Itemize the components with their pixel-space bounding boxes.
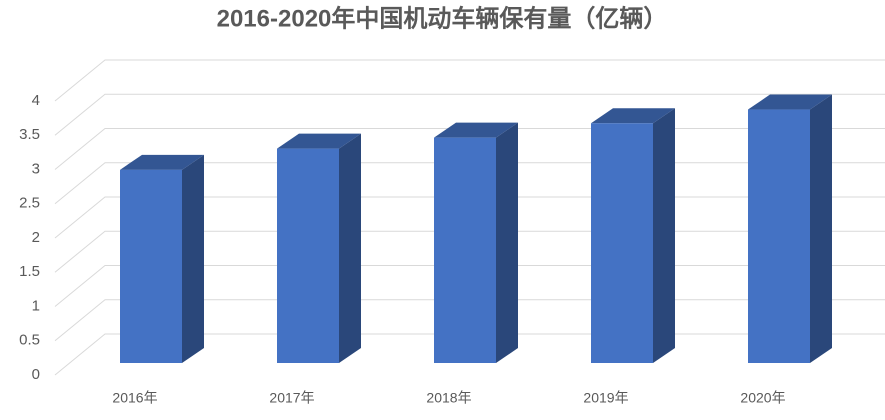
bar — [120, 169, 182, 363]
x-tick-label: 2020年 — [740, 390, 785, 406]
y-tick-label: 2.5 — [19, 195, 40, 212]
chart-title: 2016-2020年中国机动车辆保有量（亿辆） — [217, 4, 668, 32]
bar-top — [434, 122, 518, 138]
y-tick-label: 1 — [32, 297, 40, 314]
bar-top — [748, 94, 832, 110]
grid-line — [54, 93, 885, 136]
bar — [591, 123, 653, 363]
x-tick-label: 2017年 — [269, 390, 314, 406]
bar-side — [653, 108, 675, 363]
bar-top — [591, 108, 675, 124]
x-tick-label: 2016年 — [112, 390, 157, 406]
bar — [748, 109, 810, 363]
bar-top — [277, 133, 361, 149]
y-tick-label: 0 — [32, 366, 40, 383]
y-tick-label: 2 — [32, 229, 40, 246]
y-tick-label: 3 — [32, 160, 40, 177]
bar-top — [120, 154, 204, 170]
bar — [277, 148, 339, 363]
grid-line — [54, 59, 885, 102]
bar-side — [182, 154, 204, 363]
bar-side — [810, 94, 832, 364]
x-tick-label: 2019年 — [583, 390, 628, 406]
bar — [434, 137, 496, 363]
x-tick-label: 2018年 — [426, 390, 471, 406]
y-tick-label: 0.5 — [19, 332, 40, 349]
y-tick-label: 4 — [32, 92, 40, 109]
bar-side — [496, 122, 518, 363]
y-tick-label: 3.5 — [19, 126, 40, 143]
bar-side — [339, 133, 361, 363]
y-tick-label: 1.5 — [19, 263, 40, 280]
